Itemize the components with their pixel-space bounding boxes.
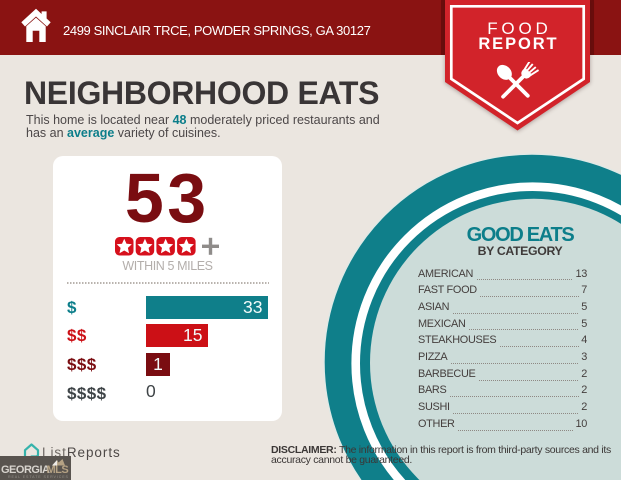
svg-text:REAL ESTATE SERVICES: REAL ESTATE SERVICES <box>8 475 69 479</box>
svg-text:MLS: MLS <box>47 464 69 476</box>
svg-text:GEORGIA: GEORGIA <box>1 464 50 476</box>
